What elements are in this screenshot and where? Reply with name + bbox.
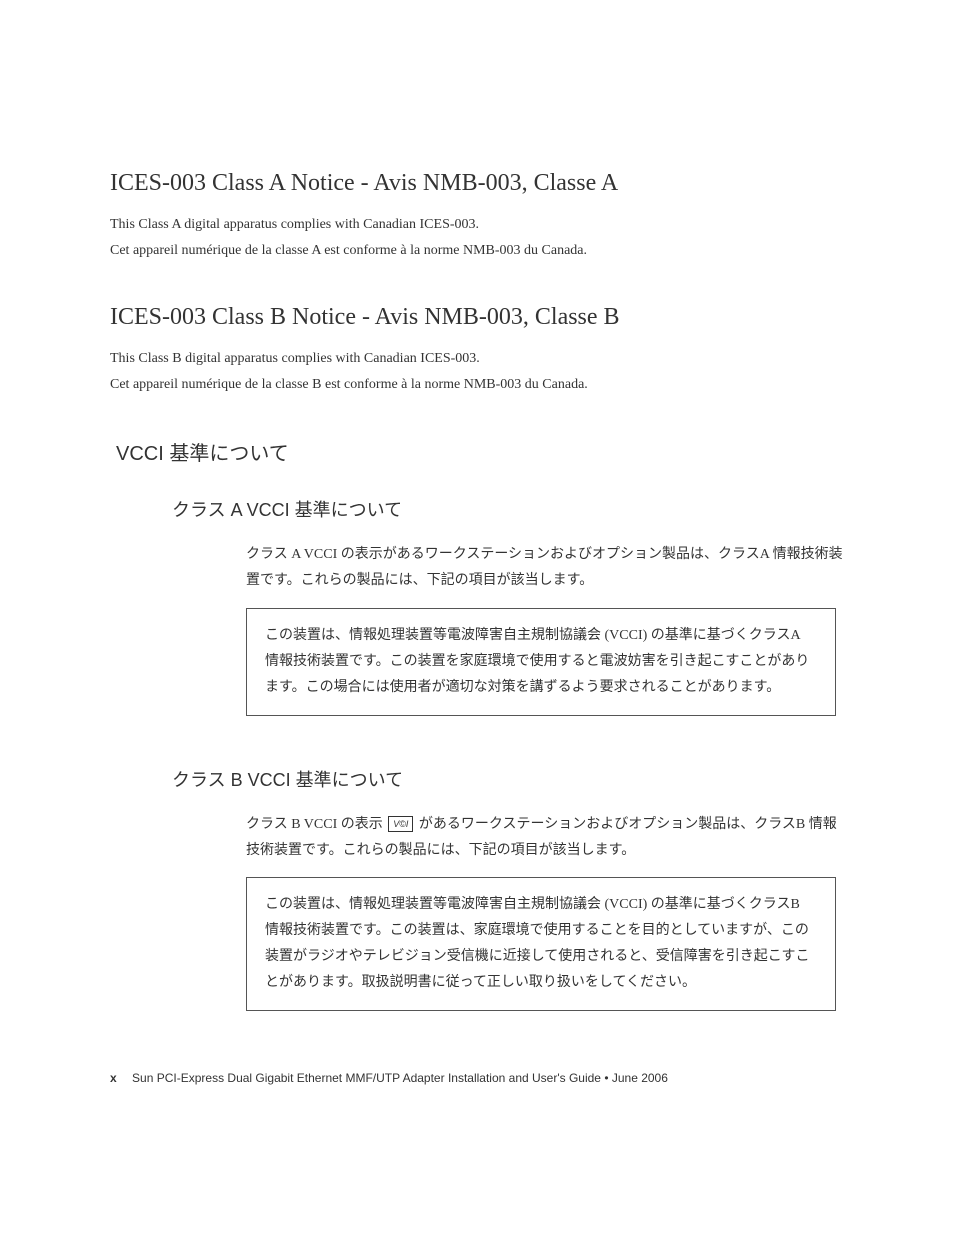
class-b-line1: This Class B digital apparatus complies …	[110, 349, 844, 369]
class-a-heading: ICES-003 Class A Notice - Avis NMB-003, …	[110, 170, 844, 197]
page-footer: x Sun PCI-Express Dual Gigabit Ethernet …	[110, 1071, 668, 1085]
vcci-class-a-body: クラス A VCCI の表示があるワークステーションおよびオプション製品は、クラ…	[246, 542, 844, 715]
vcci-mark-icon: V©I	[388, 816, 413, 832]
vcci-b-intro-before: クラス B VCCI の表示	[246, 817, 386, 832]
vcci-class-a-section: クラス A VCCI 基準について	[172, 496, 844, 522]
page-number: x	[110, 1071, 117, 1085]
vcci-class-b-section: クラス B VCCI 基準について	[172, 766, 844, 792]
class-a-line2: Cet appareil numérique de la classe A es…	[110, 241, 844, 261]
vcci-class-a-intro: クラス A VCCI の表示があるワークステーションおよびオプション製品は、クラ…	[246, 542, 844, 594]
spacer	[110, 268, 844, 304]
class-a-line1: This Class A digital apparatus complies …	[110, 215, 844, 235]
class-b-heading: ICES-003 Class B Notice - Avis NMB-003, …	[110, 304, 844, 331]
vcci-class-b-intro: クラス B VCCI の表示 V©I があるワークステーションおよびオプション製…	[246, 812, 844, 864]
vcci-class-a-heading: クラス A VCCI 基準について	[172, 496, 844, 522]
spacer	[110, 401, 844, 437]
vcci-class-a-box: この装置は、情報処理装置等電波障害自主規制協議会 (VCCI) の基準に基づくク…	[246, 608, 836, 716]
footer-title: Sun PCI-Express Dual Gigabit Ethernet MM…	[132, 1071, 668, 1085]
vcci-class-b-box: この装置は、情報処理装置等電波障害自主規制協議会 (VCCI) の基準に基づくク…	[246, 877, 836, 1011]
vcci-class-b-body: クラス B VCCI の表示 V©I があるワークステーションおよびオプション製…	[246, 812, 844, 1011]
vcci-heading: VCCI 基準について	[116, 437, 844, 466]
class-b-line2: Cet appareil numérique de la classe B es…	[110, 375, 844, 395]
page-content: ICES-003 Class A Notice - Avis NMB-003, …	[0, 0, 954, 1011]
vcci-class-b-heading: クラス B VCCI 基準について	[172, 766, 844, 792]
